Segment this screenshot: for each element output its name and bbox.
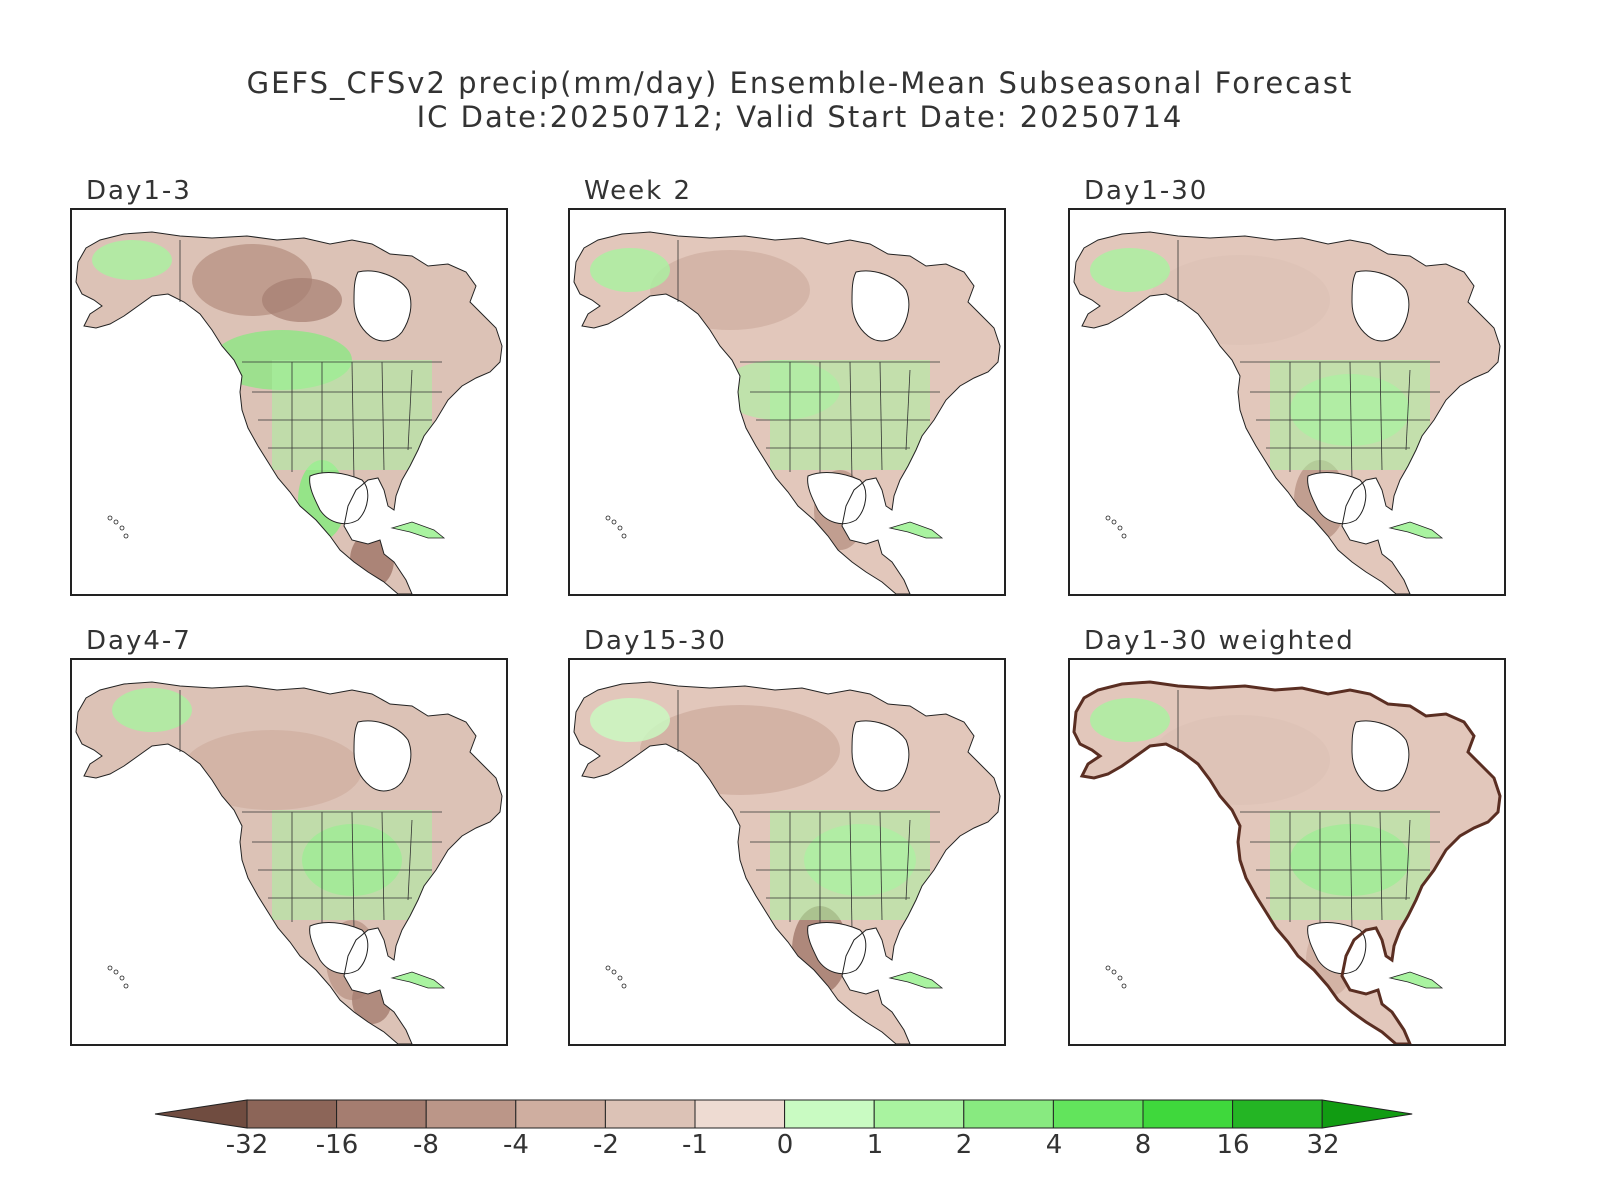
caribbean-islands xyxy=(1388,521,1444,539)
colorbar-tick: 4 xyxy=(1045,1130,1063,1160)
panel-label-day1-30: Day1-30 xyxy=(1084,176,1209,206)
precip-anomaly-region xyxy=(1090,698,1170,742)
map-panel-day4-7 xyxy=(70,658,508,1046)
coastline xyxy=(1072,680,1502,1044)
panel-label-day1-30-weighted: Day1-30 weighted xyxy=(1084,626,1355,656)
north-america-precip-map xyxy=(573,231,1001,594)
hawaii-islands xyxy=(107,515,129,539)
gulf-of-mexico xyxy=(309,922,369,975)
hudson-bay xyxy=(353,720,412,792)
colorbar-swatch xyxy=(1052,1099,1144,1129)
gulf-of-mexico xyxy=(1307,472,1367,525)
map-panel-day15-30 xyxy=(568,658,1006,1046)
hudson-bay xyxy=(851,270,910,342)
hudson-bay xyxy=(353,270,412,342)
map-panel-week2 xyxy=(568,208,1006,596)
caribbean-islands xyxy=(390,521,446,539)
gulf-of-mexico xyxy=(1307,922,1367,975)
colorbar-swatch xyxy=(873,1099,965,1129)
precip-anomaly-region xyxy=(1090,248,1170,292)
colorbar-swatch xyxy=(246,1099,338,1129)
colorbar-tick: -32 xyxy=(225,1130,269,1160)
coastline xyxy=(75,231,503,594)
hudson-bay xyxy=(1351,720,1410,792)
precip-anomaly-region xyxy=(650,250,810,330)
caribbean-islands xyxy=(888,971,944,989)
hawaii-islands xyxy=(107,965,129,989)
colorbar-tick: -1 xyxy=(682,1130,708,1160)
panel-label-week2: Week 2 xyxy=(584,176,693,206)
hawaii-islands xyxy=(1105,965,1127,989)
precip-anomaly-region xyxy=(262,278,342,322)
panel-label-day1-3: Day1-3 xyxy=(86,176,192,206)
chart-subtitle: IC Date:20250712; Valid Start Date: 2025… xyxy=(416,100,1184,134)
colorbar-swatch xyxy=(515,1099,606,1129)
precip-anomaly-region xyxy=(590,698,670,742)
colorbar-swatch xyxy=(1232,1099,1323,1129)
colorbar-tick: 16 xyxy=(1216,1130,1250,1160)
colorbar-swatch xyxy=(963,1099,1054,1129)
map-panel-day1-30-weighted xyxy=(1068,658,1506,1046)
colorbar-arrow-low xyxy=(154,1099,248,1129)
colorbar-tick: 8 xyxy=(1134,1130,1152,1160)
precip-anomaly-region xyxy=(590,248,670,292)
coastline xyxy=(1073,231,1501,594)
coastline xyxy=(75,681,503,1044)
state-borders xyxy=(1177,690,1440,932)
colorbar-tick: -16 xyxy=(315,1130,359,1160)
precip-anomaly-region xyxy=(112,688,192,732)
colorbar-tick: -4 xyxy=(503,1130,529,1160)
coastline xyxy=(573,681,1001,1044)
caribbean-islands xyxy=(1388,971,1444,989)
north-america-precip-map xyxy=(75,231,503,594)
coastline xyxy=(573,231,1001,594)
hudson-bay xyxy=(851,720,910,792)
colorbar xyxy=(154,1099,1413,1129)
precip-anomaly-region xyxy=(352,976,392,1024)
hawaii-islands xyxy=(1105,515,1127,539)
precip-anomaly-region xyxy=(350,532,394,588)
panel-label-day4-7: Day4-7 xyxy=(86,626,192,656)
caribbean-islands xyxy=(390,971,446,989)
precip-anomaly-region xyxy=(1150,715,1330,805)
gulf-of-mexico xyxy=(807,922,867,975)
colorbar-tick: 32 xyxy=(1306,1130,1340,1160)
colorbar-tick: 1 xyxy=(866,1130,884,1160)
panel-label-day15-30: Day15-30 xyxy=(584,626,727,656)
gulf-of-mexico xyxy=(309,472,369,525)
colorbar-swatch xyxy=(425,1099,517,1129)
map-panel-day1-3 xyxy=(70,208,508,596)
state-borders xyxy=(1177,240,1440,482)
hawaii-islands xyxy=(605,515,627,539)
precip-anomaly-region xyxy=(640,705,840,795)
colorbar-tick: -8 xyxy=(413,1130,439,1160)
colorbar-swatch xyxy=(1142,1099,1234,1129)
state-borders xyxy=(179,690,442,932)
colorbar-tick: 0 xyxy=(776,1130,794,1160)
colorbar-tick: 2 xyxy=(955,1130,973,1160)
chart-title: GEFS_CFSv2 precip(mm/day) Ensemble-Mean … xyxy=(246,66,1354,100)
north-america-precip-map xyxy=(573,681,1001,1044)
precip-anomaly-region xyxy=(182,730,362,810)
colorbar-swatch xyxy=(694,1099,786,1129)
colorbar-tick: -2 xyxy=(593,1130,619,1160)
state-borders xyxy=(179,240,442,482)
precip-anomaly-region xyxy=(92,240,172,280)
map-panel-day1-30 xyxy=(1068,208,1506,596)
north-america-precip-map xyxy=(1072,680,1502,1044)
caribbean-islands xyxy=(888,521,944,539)
state-borders xyxy=(677,240,940,482)
north-america-precip-map xyxy=(75,681,503,1044)
hudson-bay xyxy=(1351,270,1410,342)
hawaii-islands xyxy=(605,965,627,989)
colorbar-swatch xyxy=(784,1099,875,1129)
colorbar-swatch xyxy=(336,1099,427,1129)
colorbar-swatch xyxy=(604,1099,696,1129)
north-america-precip-map xyxy=(1073,231,1501,594)
state-borders xyxy=(677,690,940,932)
gulf-of-mexico xyxy=(807,472,867,525)
colorbar-arrow-high xyxy=(1321,1099,1413,1129)
